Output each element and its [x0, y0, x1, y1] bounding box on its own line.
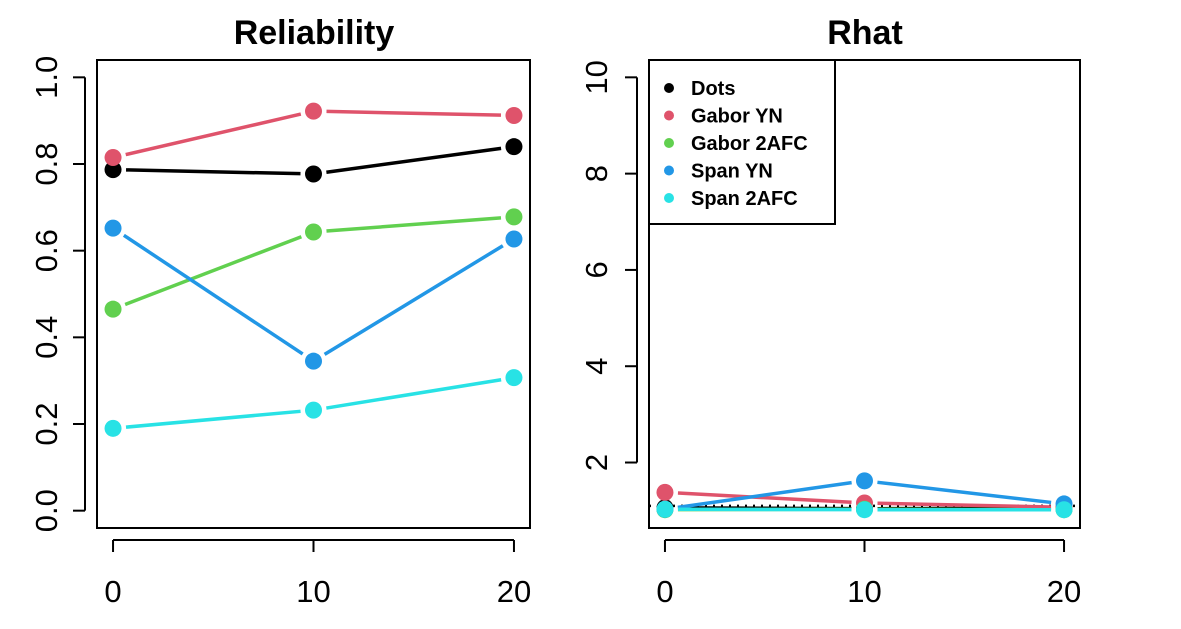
y-tick-label: 2: [579, 454, 614, 471]
data-point: [856, 501, 873, 519]
x-tick-label: 10: [296, 574, 330, 609]
y-tick-label: 0.6: [29, 229, 64, 272]
data-point: [505, 230, 523, 248]
legend-marker: [664, 83, 674, 93]
legend-marker: [664, 165, 674, 176]
series-5: [656, 500, 1073, 519]
series-line-segment: [125, 168, 301, 176]
y-tick-label: 4: [579, 358, 614, 375]
y-tick-label: 0.8: [29, 142, 64, 185]
series-2: [104, 102, 523, 166]
legend-label: Gabor 2AFC: [691, 133, 808, 155]
legend-label: Dots: [691, 78, 735, 100]
series-line-segment: [877, 480, 1052, 505]
legend-item: Span 2AFC: [664, 188, 798, 210]
series-line-segment: [677, 480, 852, 510]
data-point: [656, 483, 674, 501]
series-line-segment: [326, 216, 502, 233]
data-point: [505, 106, 523, 124]
series-line-segment: [326, 109, 502, 117]
data-point: [305, 165, 322, 183]
series-1: [104, 138, 523, 183]
series-line-segment: [877, 501, 1052, 509]
legend-label: Span 2AFC: [691, 188, 798, 210]
chart-title: Rhat: [827, 14, 903, 52]
legend-marker: [664, 110, 674, 121]
series-line-segment: [122, 233, 304, 356]
series-4: [104, 219, 523, 370]
y-tick-label: 0.4: [29, 316, 64, 359]
x-tick-label: 20: [497, 574, 531, 609]
data-point: [305, 352, 322, 370]
legend: Dots Gabor YN Gabor 2AFC Span YN Span 2AFC: [648, 59, 836, 225]
chart-panel-1: Reliability 0 10 20 0.0 0.2 0.4 0.6 0.8 1.0: [29, 14, 531, 609]
series-line-segment: [677, 491, 852, 505]
legend-box: [648, 59, 836, 225]
series-line-segment: [326, 377, 502, 410]
legend-marker: [664, 193, 674, 203]
data-point: [305, 401, 322, 419]
series-5: [104, 369, 523, 437]
data-point: [856, 472, 873, 490]
y-tick-label: 1.0: [29, 56, 64, 99]
y-tick-label: 0.2: [29, 402, 64, 445]
series-line-segment: [125, 409, 301, 429]
data-point: [104, 219, 122, 237]
data-point: [104, 149, 122, 166]
legend-item: Gabor YN: [664, 106, 783, 128]
data-point: [305, 102, 322, 120]
data-point: [104, 300, 122, 318]
plot-area-border: [96, 59, 531, 529]
plot-area-border: [648, 59, 1081, 529]
legend-item: Dots: [664, 78, 735, 100]
data-point: [104, 161, 122, 179]
series-line-segment: [323, 244, 504, 356]
legend-item: Span YN: [664, 161, 773, 183]
y-tick-label: 6: [579, 261, 614, 278]
series-line-segment: [124, 235, 302, 307]
data-point: [505, 208, 523, 226]
legend-label: Span YN: [691, 161, 773, 183]
y-tick-label: 0.0: [29, 489, 64, 532]
data-point: [305, 223, 322, 241]
series-3: [104, 208, 523, 318]
legend-item: Gabor 2AFC: [664, 133, 808, 155]
x-tick-label: 20: [1047, 574, 1081, 609]
chart-panel-2: Rhat 0 10 20 2 4 6 8 10 Dots Gabor YN Gabor 2AFC Spa…: [579, 14, 1081, 609]
data-point: [656, 500, 674, 518]
data-point: [505, 138, 523, 156]
series-line-segment: [125, 112, 302, 157]
legend-marker: [664, 138, 674, 148]
data-point: [104, 419, 122, 437]
data-point: [505, 369, 523, 387]
chart-title: Reliability: [234, 14, 395, 52]
y-tick-label: 10: [579, 60, 614, 94]
x-tick-label: 0: [656, 574, 673, 609]
x-tick-label: 10: [847, 574, 881, 609]
series-line-segment: [326, 146, 502, 174]
data-point: [1055, 501, 1073, 519]
y-tick-label: 8: [579, 165, 614, 182]
legend-label: Gabor YN: [691, 106, 783, 128]
x-tick-label: 0: [104, 574, 121, 609]
